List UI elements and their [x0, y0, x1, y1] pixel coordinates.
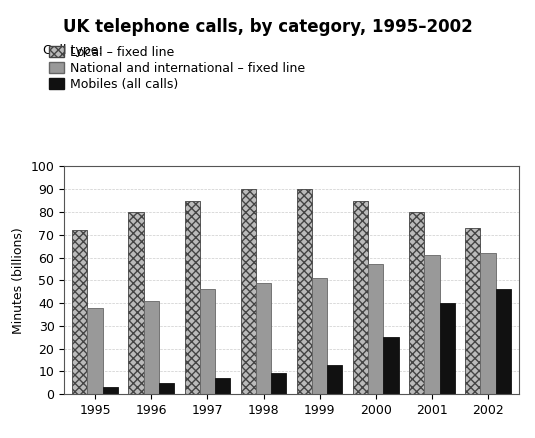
Bar — [72, 230, 88, 394]
Bar — [409, 212, 424, 394]
Bar — [200, 290, 215, 394]
Bar — [159, 383, 174, 394]
Bar — [424, 255, 440, 394]
Bar — [495, 290, 511, 394]
Bar — [271, 373, 286, 394]
Bar — [128, 212, 143, 394]
Bar — [143, 301, 159, 394]
Legend: Local – fixed line, National and international – fixed line, Mobiles (all calls): Local – fixed line, National and interna… — [49, 46, 305, 91]
Bar — [480, 253, 495, 394]
Y-axis label: Minutes (billions): Minutes (billions) — [12, 227, 25, 334]
Bar — [465, 228, 480, 394]
Bar — [185, 201, 200, 394]
Bar — [215, 378, 230, 394]
Text: Call type:: Call type: — [43, 44, 102, 57]
Bar — [353, 201, 368, 394]
Bar — [103, 387, 118, 394]
Text: UK telephone calls, by category, 1995–2002: UK telephone calls, by category, 1995–20… — [63, 18, 472, 35]
Bar — [327, 364, 342, 394]
Bar — [88, 307, 103, 394]
Bar — [297, 189, 312, 394]
Bar — [256, 283, 271, 394]
Bar — [440, 303, 455, 394]
Bar — [312, 278, 327, 394]
Bar — [241, 189, 256, 394]
Bar — [368, 265, 384, 394]
Bar — [384, 337, 399, 394]
